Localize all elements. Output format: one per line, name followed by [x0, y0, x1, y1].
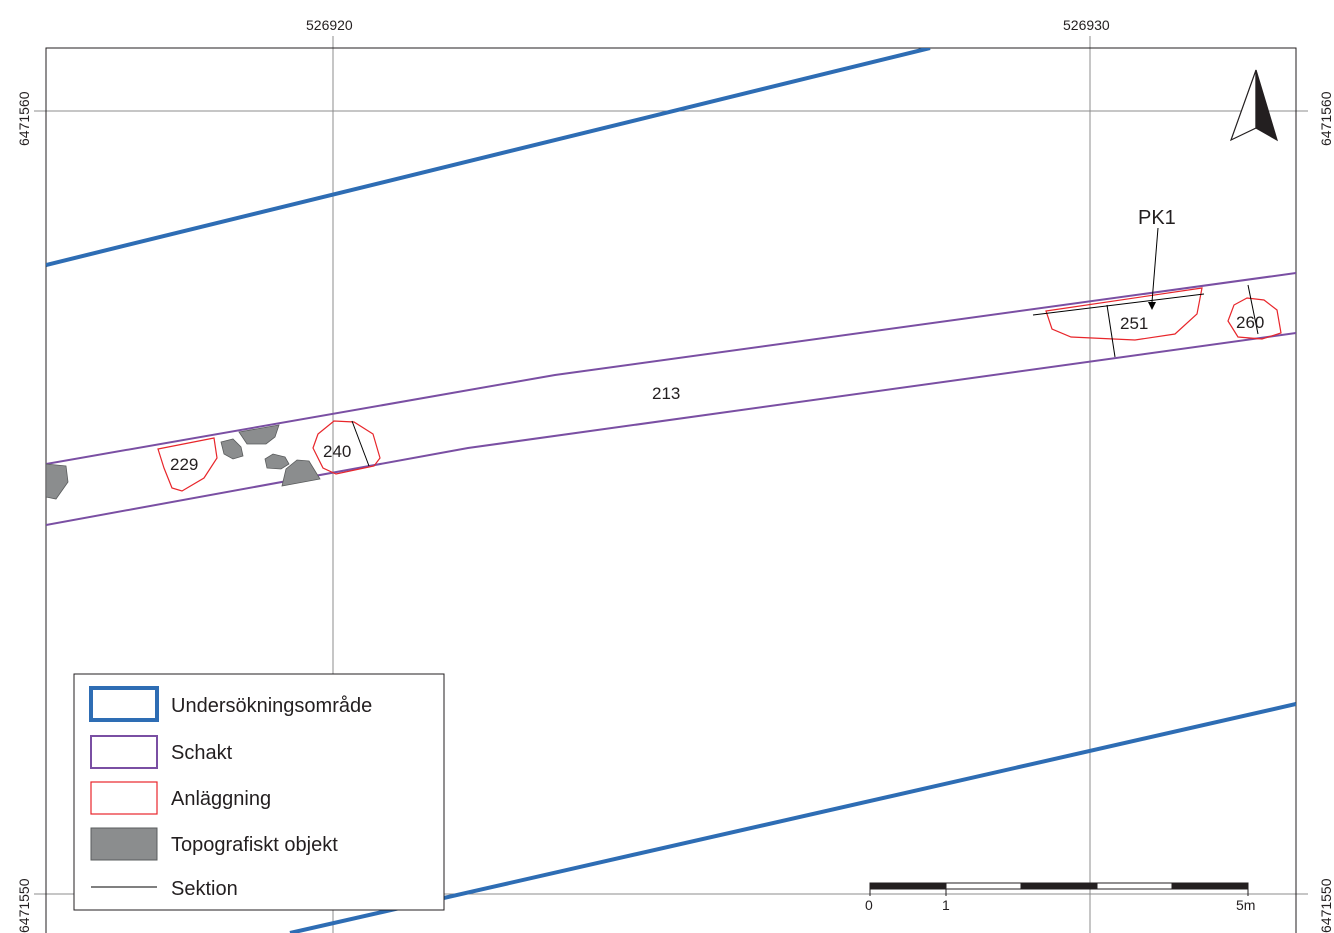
feature-229-outline	[157, 437, 218, 492]
topographic-object	[238, 424, 280, 445]
feature-label-229: 229	[170, 455, 198, 474]
sections	[351, 227, 1259, 467]
feature-260-outline	[1227, 297, 1282, 340]
section-line-251-long	[1032, 293, 1205, 316]
trench-label: 213	[652, 384, 680, 403]
survey-area-boundary-north	[46, 48, 931, 267]
pk1-arrowhead	[1148, 302, 1156, 310]
scale-bar-segment	[1020, 882, 1098, 890]
legend-swatch-trench	[90, 735, 158, 769]
feature-label-251: 251	[1120, 314, 1148, 333]
scale-label-1: 1	[942, 897, 950, 913]
scale-bar: 0 1 5m	[865, 882, 1255, 913]
scale-bar-segment	[869, 882, 947, 890]
topographic-objects	[46, 424, 321, 500]
profile-label-pk1: PK1	[1138, 207, 1176, 229]
scale-label-0: 0	[865, 897, 873, 913]
section-line-251-cross	[1106, 304, 1116, 358]
feature-251-outline	[1045, 287, 1203, 341]
grid-label-y-6471550-left: 6471550	[16, 878, 32, 933]
topographic-object	[281, 459, 321, 487]
legend-swatch-feature	[90, 781, 158, 815]
scale-bar-segment	[1171, 882, 1249, 890]
scale-label-5m: 5m	[1236, 897, 1255, 913]
scale-bar-segment	[1096, 882, 1173, 890]
grid-label-y-6471560-right: 6471560	[1318, 91, 1334, 146]
map-content: 213 229 240 251 260 PK1 0 1	[46, 48, 1296, 933]
trench-boundary-south	[46, 332, 1296, 526]
grid-label-x-526920: 526920	[306, 17, 353, 33]
grid-label-y-6471550-right: 6471550	[1318, 878, 1334, 933]
topographic-object	[46, 463, 69, 500]
grid-label-x-526930: 526930	[1063, 17, 1110, 33]
feature-label-240: 240	[323, 442, 351, 461]
topographic-object	[220, 438, 244, 460]
legend-swatch-survey-area	[89, 686, 159, 722]
legend-label-survey-area: Undersökningsområde	[171, 695, 372, 717]
legend-swatch-topographic	[90, 827, 158, 861]
feature-240-outline	[312, 420, 381, 475]
pk1-leader-line	[1151, 227, 1159, 303]
legend-label-feature: Anläggning	[171, 788, 271, 810]
scale-bar-segment	[945, 882, 1022, 890]
feature-label-260: 260	[1236, 313, 1264, 332]
topographic-object	[264, 453, 290, 470]
legend: Undersökningsområde Schakt Anläggning To…	[73, 673, 445, 911]
legend-label-trench: Schakt	[171, 742, 233, 764]
section-line-240	[351, 420, 370, 467]
trench-boundary-north	[46, 272, 1296, 465]
grid-label-y-6471560-left: 6471560	[16, 91, 32, 146]
legend-label-topographic: Topografiskt objekt	[171, 834, 338, 856]
features	[157, 287, 1282, 492]
north-arrow-icon	[1229, 69, 1279, 142]
legend-label-section: Sektion	[171, 878, 238, 900]
section-line-260	[1247, 284, 1259, 335]
survey-area-boundary-south	[289, 702, 1296, 933]
